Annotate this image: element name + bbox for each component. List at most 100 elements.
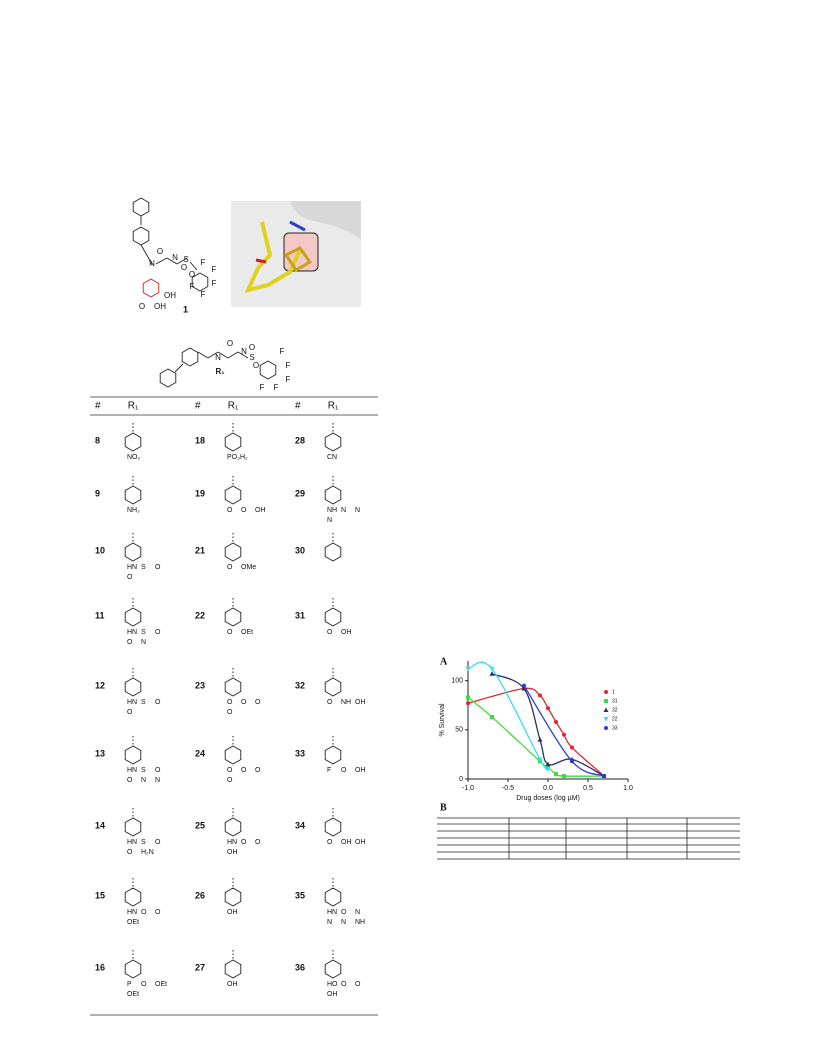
atom-label: H₂N xyxy=(141,849,154,856)
atom-label: N xyxy=(172,253,178,262)
atom-label: F xyxy=(327,767,331,774)
atom-label: OH xyxy=(164,291,176,300)
legend-label: 1 xyxy=(612,689,615,695)
compound-number: 26 xyxy=(195,890,205,900)
ring xyxy=(324,432,342,452)
x-axis-label: Drug doses (log µM) xyxy=(516,795,580,802)
atom-label: F xyxy=(260,383,265,392)
bond xyxy=(176,257,188,265)
ring xyxy=(224,887,242,907)
compound-number: 29 xyxy=(295,488,305,498)
atom-label: O xyxy=(355,981,361,988)
marker xyxy=(490,715,494,720)
atom-label: O xyxy=(227,709,233,716)
atom-label: OEt xyxy=(127,919,139,926)
ring xyxy=(224,959,242,979)
marker xyxy=(546,706,550,711)
atom-label: OH xyxy=(341,839,352,846)
marker xyxy=(603,717,609,722)
ring xyxy=(324,485,342,505)
atom-label: O xyxy=(141,909,147,916)
bond xyxy=(227,351,239,359)
column-header: R₁ xyxy=(228,401,239,412)
legend-label: 32 xyxy=(612,707,618,713)
atom-label: O xyxy=(241,507,247,514)
atom-label: O xyxy=(341,981,347,988)
atom-label: S xyxy=(249,353,254,362)
atom-label: O xyxy=(341,767,347,774)
atom-label: O xyxy=(227,507,233,514)
ring xyxy=(324,677,342,697)
bond xyxy=(189,261,198,271)
column-header: R₁ xyxy=(328,401,339,412)
ring xyxy=(324,542,342,562)
ring xyxy=(224,432,242,452)
marker xyxy=(554,719,558,724)
atom-label: O xyxy=(141,981,147,988)
atom-label: N xyxy=(341,507,346,514)
atom-label: OEt xyxy=(155,981,167,988)
atom-label: NO₂ xyxy=(127,454,141,461)
compound-number: 10 xyxy=(95,545,105,555)
ring xyxy=(324,959,342,979)
atom-label: O xyxy=(241,839,247,846)
bond xyxy=(140,244,149,258)
column-header: R₁ xyxy=(128,401,139,412)
atom-label: N xyxy=(149,259,155,268)
compound-number: 24 xyxy=(195,748,205,758)
ring xyxy=(124,817,142,837)
bond xyxy=(155,257,168,265)
ring xyxy=(224,542,242,562)
marker xyxy=(545,761,551,767)
atom-label: O xyxy=(327,629,333,636)
ring xyxy=(124,677,142,697)
atom-label: OH xyxy=(355,699,366,706)
compound-number: 21 xyxy=(195,545,205,555)
atom-label: N xyxy=(215,353,221,362)
atom-label: O xyxy=(241,767,247,774)
compound-number: 36 xyxy=(295,962,305,972)
ring xyxy=(124,959,142,979)
marker xyxy=(465,666,471,672)
compound-number: 33 xyxy=(295,748,305,758)
atom-label: OH xyxy=(327,991,338,998)
x-tick-label: 0.0 xyxy=(543,785,553,792)
bond xyxy=(207,351,219,359)
series-line xyxy=(467,661,549,771)
column-header: # xyxy=(195,401,201,412)
ring xyxy=(132,226,150,246)
ring xyxy=(124,542,142,562)
atom-label: OH xyxy=(227,849,238,856)
atom-label: O xyxy=(127,709,133,716)
x-tick-label: -0.5 xyxy=(502,785,514,792)
atom-label: S xyxy=(141,629,146,636)
marker xyxy=(538,693,542,698)
marker xyxy=(604,690,608,694)
table-b xyxy=(437,817,740,860)
atom-label: O xyxy=(241,699,247,706)
atom-label: O xyxy=(155,767,161,774)
atom-label: HN xyxy=(127,839,137,846)
ring xyxy=(124,745,142,765)
marker xyxy=(521,686,527,691)
atom-label: F xyxy=(286,361,291,370)
atom-label: O xyxy=(255,767,261,774)
atom-label: O xyxy=(227,767,233,774)
atom-label: HO xyxy=(327,981,338,988)
marker xyxy=(570,759,574,764)
atom-label: OH xyxy=(341,629,352,636)
atom-label: HN xyxy=(327,909,337,916)
compound-number: 9 xyxy=(95,488,100,498)
bond xyxy=(166,257,178,265)
compound-number: 18 xyxy=(195,435,205,445)
compound-number: 30 xyxy=(295,545,305,555)
compound-number: 27 xyxy=(195,962,205,972)
atom-label: O xyxy=(227,629,233,636)
compound-number: 35 xyxy=(295,890,305,900)
bond xyxy=(217,351,229,359)
atom-label: O xyxy=(327,839,333,846)
atom-label: O xyxy=(139,302,145,311)
docking-image xyxy=(231,201,361,307)
atom-label: S xyxy=(141,767,146,774)
